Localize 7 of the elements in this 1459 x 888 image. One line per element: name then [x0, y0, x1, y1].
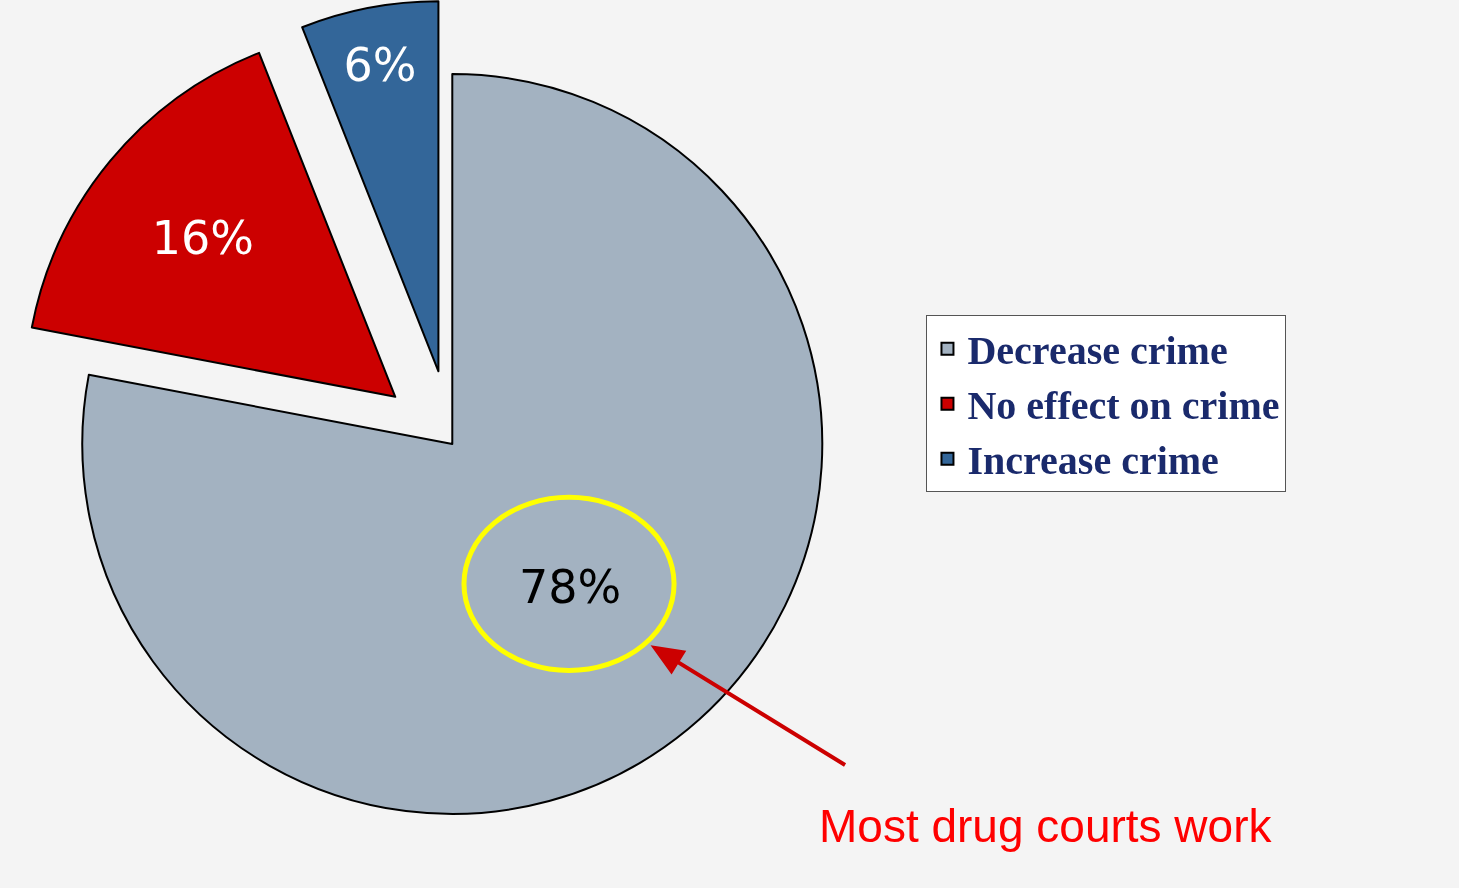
text: Most drug courts work [819, 800, 1273, 852]
legend-label: No effect on crime [967, 383, 1280, 429]
data-label: 6% [343, 38, 417, 93]
data-label: 78% [519, 559, 622, 614]
data-label: 16% [151, 210, 254, 265]
legend-label: Decrease crime [967, 328, 1228, 374]
legend-label: Increase crime [967, 438, 1219, 484]
